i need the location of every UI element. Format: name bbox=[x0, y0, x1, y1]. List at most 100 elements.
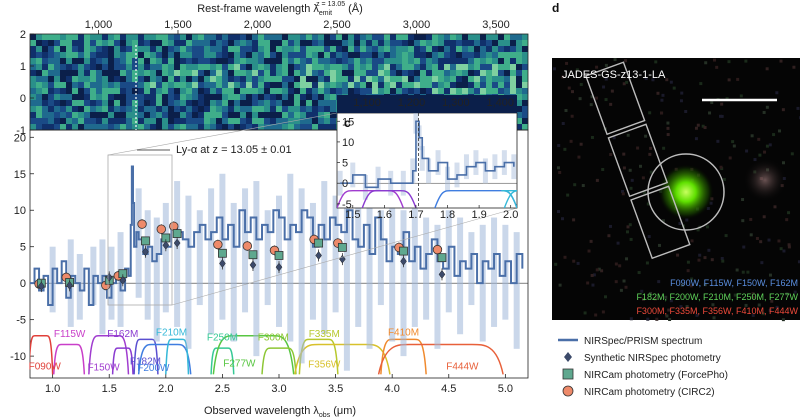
noise-cell bbox=[186, 82, 192, 88]
noise-cell bbox=[138, 124, 144, 130]
noise-pixel bbox=[725, 97, 729, 101]
noise-cell bbox=[510, 70, 516, 76]
noise-pixel bbox=[607, 234, 611, 238]
noise-pixel bbox=[694, 126, 698, 130]
y-tick-label: -5 bbox=[16, 315, 26, 327]
noise-cell bbox=[258, 88, 264, 94]
noise-cell bbox=[486, 40, 492, 46]
errorbar bbox=[400, 210, 407, 357]
noise-pixel bbox=[614, 280, 618, 284]
noise-cell bbox=[66, 82, 72, 88]
noise-cell bbox=[408, 34, 414, 40]
noise-cell bbox=[378, 70, 384, 76]
noise-cell bbox=[492, 70, 498, 76]
noise-cell bbox=[102, 70, 108, 76]
noise-cell bbox=[54, 40, 60, 46]
filter-curve bbox=[261, 347, 297, 375]
noise-cell bbox=[492, 52, 498, 58]
noise-pixel bbox=[638, 164, 642, 168]
noise-cell bbox=[390, 64, 396, 70]
noise-pixel bbox=[768, 143, 772, 147]
noise-cell bbox=[330, 112, 336, 118]
noise-cell bbox=[132, 70, 138, 76]
noise-cell bbox=[516, 94, 522, 100]
noise-cell bbox=[336, 52, 342, 58]
noise-cell bbox=[42, 94, 48, 100]
spectrum-line bbox=[30, 165, 524, 307]
noise-pixel bbox=[703, 126, 707, 130]
noise-cell bbox=[504, 70, 510, 76]
noise-cell bbox=[258, 52, 264, 58]
noise-cell bbox=[414, 88, 420, 94]
noise-pixel bbox=[590, 273, 594, 277]
noise-cell bbox=[234, 124, 240, 130]
noise-cell bbox=[96, 112, 102, 118]
noise-cell bbox=[246, 112, 252, 118]
noise-cell bbox=[132, 34, 138, 40]
noise-cell bbox=[330, 118, 336, 124]
forcepho-point bbox=[274, 251, 284, 260]
noise-cell bbox=[180, 64, 186, 70]
noise-cell bbox=[114, 118, 120, 124]
noise-cell bbox=[36, 58, 42, 64]
noise-cell bbox=[186, 70, 192, 76]
noise-cell bbox=[294, 88, 300, 94]
noise-cell bbox=[288, 94, 294, 100]
noise-pixel bbox=[668, 318, 672, 322]
noise-cell bbox=[132, 88, 138, 94]
image-noise bbox=[552, 58, 800, 322]
noise-cell bbox=[138, 58, 144, 64]
noise-cell bbox=[234, 76, 240, 82]
noise-cell bbox=[402, 88, 408, 94]
noise-cell bbox=[516, 88, 522, 94]
errorbar bbox=[332, 195, 339, 313]
errorbar bbox=[434, 224, 441, 349]
noise-cell bbox=[114, 46, 120, 52]
noise-cell bbox=[456, 52, 462, 58]
noise-pixel bbox=[777, 129, 781, 133]
noise-cell bbox=[312, 94, 318, 100]
noise-cell bbox=[204, 88, 210, 94]
noise-cell bbox=[360, 52, 366, 58]
noise-cell bbox=[420, 46, 426, 52]
noise-cell bbox=[300, 58, 306, 64]
noise-cell bbox=[264, 106, 270, 112]
noise-cell bbox=[462, 52, 468, 58]
noise-cell bbox=[48, 40, 54, 46]
noise-cell bbox=[96, 106, 102, 112]
y-tick-label: 5 bbox=[20, 242, 26, 254]
noise-cell bbox=[312, 76, 318, 82]
noise-cell bbox=[156, 82, 162, 88]
noise-cell bbox=[522, 58, 528, 64]
errorbar bbox=[513, 232, 520, 349]
noise-cell bbox=[282, 106, 288, 112]
inset-top-tick-label: 1,300 bbox=[442, 97, 470, 109]
noise-cell bbox=[162, 70, 168, 76]
noise-cell bbox=[216, 82, 222, 88]
noise-cell bbox=[300, 82, 306, 88]
noise-cell bbox=[174, 70, 180, 76]
y-tick-label: 0 bbox=[20, 278, 26, 290]
noise-pixel bbox=[557, 144, 561, 148]
noise-pixel bbox=[787, 245, 791, 249]
noise-pixel bbox=[744, 59, 748, 63]
noise-cell bbox=[72, 46, 78, 52]
noise-cell bbox=[228, 82, 234, 88]
noise-cell bbox=[372, 52, 378, 58]
noise-cell bbox=[384, 64, 390, 70]
noise-cell bbox=[330, 34, 336, 40]
noise-cell bbox=[360, 40, 366, 46]
noise-cell bbox=[60, 118, 66, 124]
noise-pixel bbox=[746, 270, 750, 274]
noise-cell bbox=[510, 82, 516, 88]
noise-cell bbox=[264, 70, 270, 76]
noise-cell bbox=[90, 100, 96, 106]
noise-cell bbox=[432, 52, 438, 58]
noise-cell bbox=[474, 76, 480, 82]
noise-cell bbox=[348, 82, 354, 88]
noise-cell bbox=[108, 40, 114, 46]
noise-cell bbox=[516, 40, 522, 46]
noise-cell bbox=[156, 34, 162, 40]
